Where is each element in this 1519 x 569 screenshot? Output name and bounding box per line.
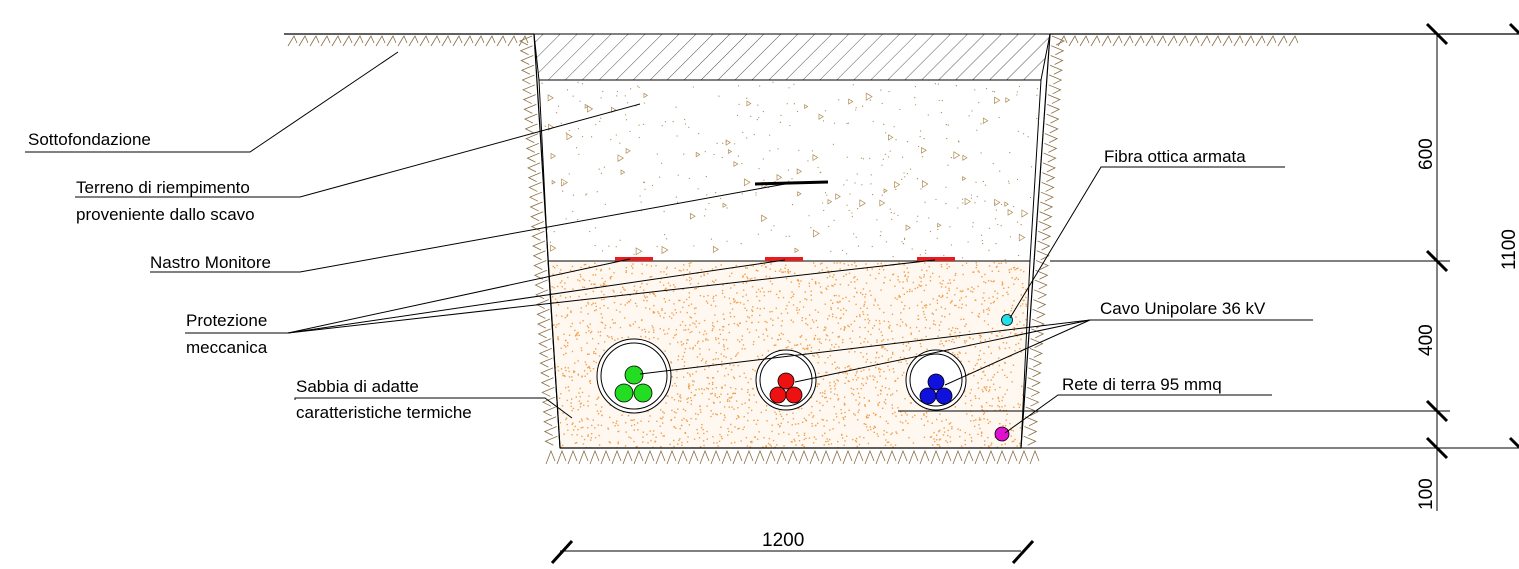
label-terreno-line2: proveniente dallo scavo (76, 205, 255, 224)
cable-conduit-blue (905, 349, 967, 411)
protection-plate (917, 257, 955, 261)
cable-conduit-red (755, 349, 817, 411)
label-rete-terra: Rete di terra 95 mmq (1062, 375, 1222, 394)
label-cavo-unipolare: Cavo Unipolare 36 kV (1100, 299, 1266, 318)
nastro-monitore-tape (754, 180, 829, 186)
rete-terra-marker (994, 426, 1010, 442)
protection-plate (615, 257, 653, 261)
backfill-layer (538, 79, 1042, 262)
labels: Sottofondazione Terreno di riempimento p… (28, 130, 1519, 551)
label-protezione-line1: Protezione (186, 311, 267, 330)
sottofondazione-layer (533, 33, 1051, 81)
label-protezione-line2: meccanica (186, 338, 268, 357)
soil-hatch-right-wall (1023, 35, 1065, 446)
label-terreno-line1: Terreno di riempimento (76, 178, 250, 197)
trench-walls (533, 33, 1051, 449)
label-fibra-ottica: Fibra ottica armata (1104, 147, 1246, 166)
cable-conduit-green (596, 338, 672, 414)
dimension-1100: 1100 (1499, 229, 1519, 270)
dimension-lines (550, 22, 1519, 565)
dimension-100: 100 (1416, 478, 1437, 510)
label-sabbia-line1: Sabbia di adatte (296, 377, 419, 396)
soil-hatch-left-wall (519, 35, 558, 446)
leader-lines (25, 51, 1450, 434)
fibra-ottica-marker (1001, 314, 1013, 326)
label-nastro-monitore: Nastro Monitore (150, 253, 271, 272)
label-sottofondazione: Sottofondazione (28, 130, 151, 149)
dimension-600: 600 (1416, 138, 1437, 170)
ground-surface (284, 33, 1519, 465)
dimension-1200: 1200 (762, 530, 804, 551)
label-sabbia-line2: caratteristiche termiche (296, 403, 472, 422)
soil-hatch-top-left (287, 35, 529, 47)
soil-hatch-bottom (545, 449, 1040, 465)
protection-plate (765, 257, 803, 261)
dimension-400: 400 (1416, 324, 1437, 356)
soil-hatch-top-right (1057, 35, 1299, 47)
protezione-meccanica-plates (615, 257, 955, 261)
